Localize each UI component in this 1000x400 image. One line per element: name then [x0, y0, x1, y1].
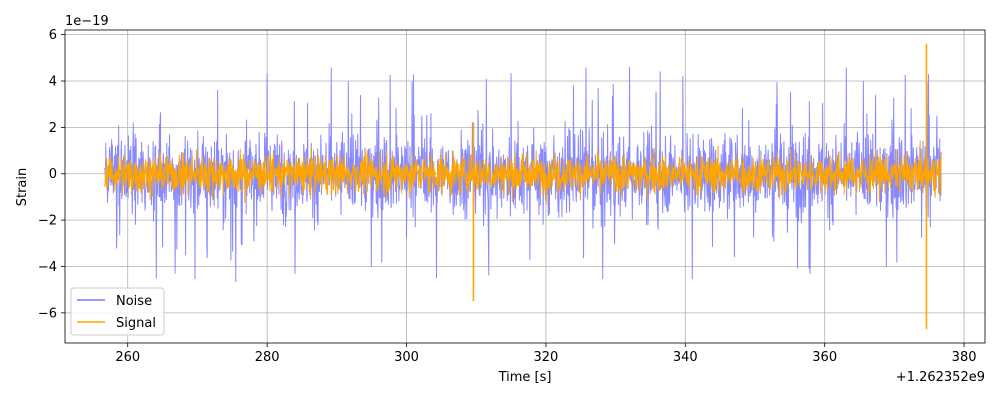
x-offset-label: +1.262352e9	[896, 370, 985, 385]
x-tick-label: 320	[533, 350, 558, 365]
x-tick-label: 260	[115, 350, 140, 365]
x-tick-label: 360	[812, 350, 837, 365]
y-tick-label: 4	[49, 75, 57, 90]
plot-frame	[64, 29, 986, 344]
y-tick-label: 0	[49, 167, 57, 182]
x-axis-label: Time [s]	[498, 370, 552, 385]
x-tick-label: 300	[394, 350, 419, 365]
x-tick-label: 380	[952, 350, 977, 365]
y-tick-label: −2	[38, 214, 57, 229]
legend-label-noise: Noise	[116, 294, 152, 309]
y-tick-label: 2	[49, 121, 57, 136]
legend-label-signal: Signal	[116, 316, 156, 331]
y-axis-label: Strain	[15, 168, 30, 207]
y-tick-label: −4	[38, 260, 57, 275]
axis-ticks: 260 280 300 320 340 360 380 −6 −4 −2 0 2 4 6	[38, 28, 977, 365]
x-tick-label: 280	[255, 350, 280, 365]
y-scale-label: 1e−19	[65, 14, 109, 29]
y-tick-label: 6	[49, 28, 57, 43]
y-tick-label: −6	[38, 306, 57, 321]
series-signal-line	[104, 140, 942, 205]
plot-series	[104, 43, 942, 330]
legend: Noise Signal	[70, 287, 165, 336]
x-tick-label: 340	[673, 350, 698, 365]
